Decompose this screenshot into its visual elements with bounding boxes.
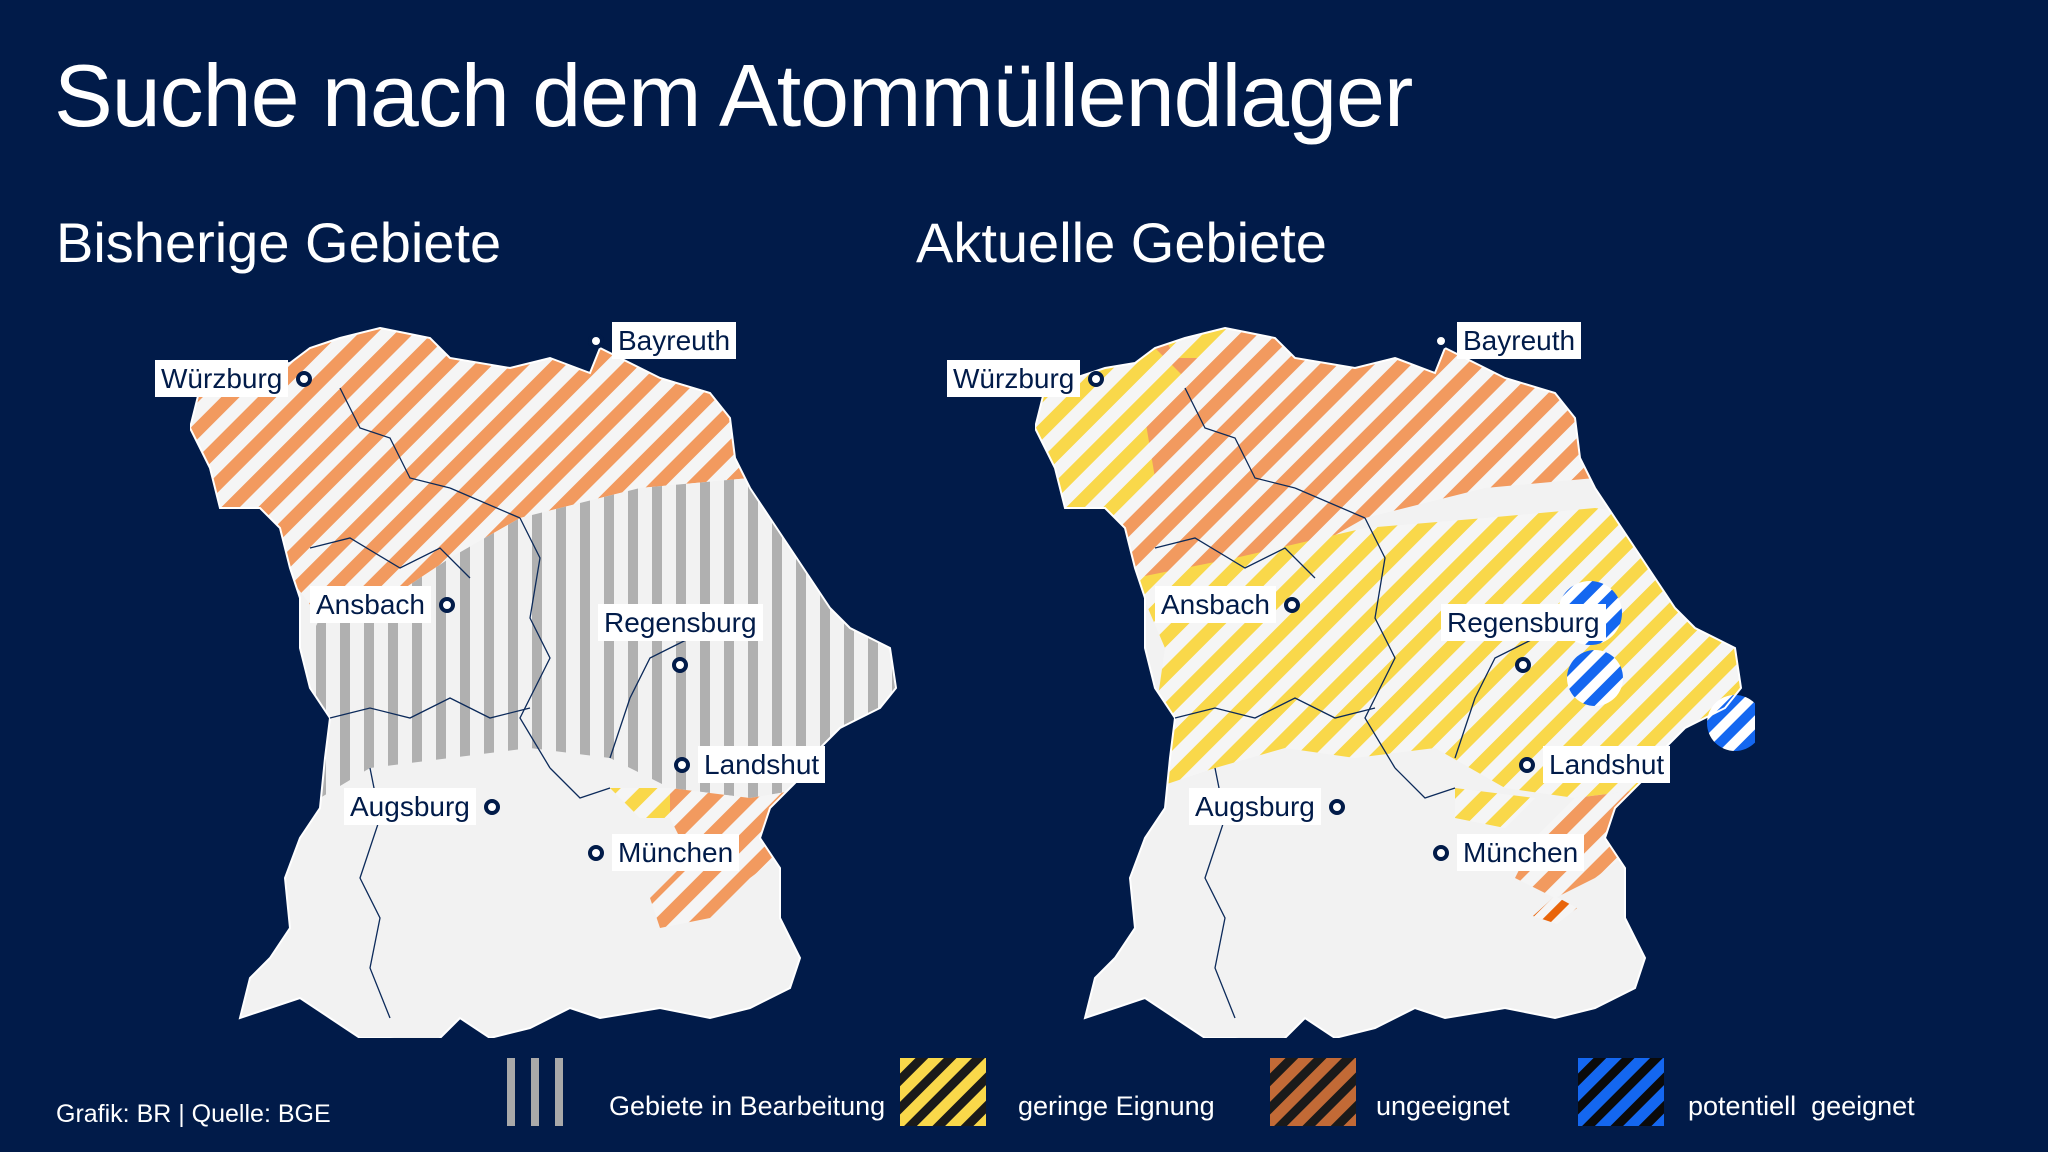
- city-landshut: Landshut: [1519, 746, 1671, 783]
- city-marker: [1515, 657, 1532, 673]
- city-label: Würzburg: [947, 360, 1081, 397]
- city-muenchen: München: [1433, 834, 1585, 871]
- city-landshut: Landshut: [674, 746, 826, 783]
- legend-label: potentiell geeignet: [1688, 1091, 1915, 1121]
- right-map-heading: Aktuelle Gebiete: [916, 211, 1327, 274]
- city-label: München: [1457, 834, 1585, 871]
- low-suitability-area-central: [1125, 508, 1741, 798]
- legend-label: ungeeignet: [1376, 1091, 1510, 1121]
- city-marker: [296, 370, 313, 387]
- city-wuerzburg: Würzburg: [155, 360, 313, 397]
- in-progress-area: [280, 478, 896, 798]
- city-augsburg: Augsburg: [1189, 788, 1345, 825]
- legend-label: Gebiete in Bearbeitung: [609, 1091, 886, 1121]
- map-current-areas: Würzburg Bayreuth Ansbach Regensburg Lan…: [947, 318, 1763, 1050]
- city-regensburg: Regensburg: [598, 604, 763, 673]
- city-label: Würzburg: [155, 360, 289, 397]
- bavaria-map-current: [1033, 326, 1763, 1050]
- city-marker: [1088, 370, 1105, 387]
- bavaria-outline: [188, 326, 898, 1050]
- legend-label: geringe Eignung: [1018, 1091, 1215, 1121]
- city-marker: [438, 596, 455, 613]
- in-progress-swatch: [507, 1058, 563, 1126]
- city-label: Ansbach: [1155, 586, 1276, 623]
- page-title: Suche nach dem Atommüllendlager: [54, 46, 1413, 145]
- city-marker: [588, 332, 604, 349]
- left-map-heading: Bisherige Gebiete: [56, 211, 502, 274]
- city-augsburg: Augsburg: [344, 788, 500, 825]
- city-bayreuth: Bayreuth: [1433, 322, 1582, 359]
- city-label: Augsburg: [344, 788, 476, 825]
- legend-potentially-suitable: potentiell geeignet: [1578, 1058, 1915, 1126]
- city-label: Bayreuth: [612, 322, 737, 359]
- low-suitability-swatch: [900, 1058, 986, 1126]
- city-marker: [1433, 332, 1449, 349]
- city-marker: [1519, 756, 1535, 773]
- legend-unsuitable: ungeeignet: [1270, 1058, 1510, 1126]
- potentially-suitable-swatch: [1578, 1058, 1664, 1126]
- source-credit: Grafik: BR | Quelle: BGE: [56, 1100, 331, 1128]
- city-marker: [1328, 798, 1345, 815]
- low-suitability-area-north: [1155, 328, 1235, 358]
- bavaria-map-previous: [188, 326, 898, 1050]
- city-label: Bayreuth: [1457, 322, 1582, 359]
- unsuitable-swatch: [1270, 1058, 1356, 1126]
- city-wuerzburg: Würzburg: [947, 360, 1105, 397]
- city-marker: [674, 756, 690, 773]
- city-label: Augsburg: [1189, 788, 1321, 825]
- city-label: Regensburg: [1441, 604, 1606, 641]
- legend-low-suitability: geringe Eignung: [900, 1058, 1215, 1126]
- city-ansbach: Ansbach: [1155, 586, 1300, 623]
- city-marker: [672, 657, 689, 673]
- city-marker: [1283, 596, 1300, 613]
- city-label: Landshut: [698, 746, 826, 783]
- potentially-suitable-area-2: [1567, 650, 1623, 706]
- city-bayreuth: Bayreuth: [588, 322, 737, 359]
- bavaria-outline: [1033, 326, 1743, 1050]
- low-suitability-area-small: [1455, 788, 1535, 828]
- map-previous-areas: Würzburg Bayreuth Ansbach Regensburg Lan…: [155, 318, 910, 1050]
- city-regensburg: Regensburg: [1441, 604, 1606, 673]
- city-muenchen: München: [588, 834, 740, 871]
- city-marker: [483, 798, 500, 815]
- district-borders: [1154, 387, 1536, 1019]
- legend-in-progress: Gebiete in Bearbeitung: [505, 1058, 885, 1126]
- city-ansbach: Ansbach: [310, 586, 455, 623]
- city-label: Landshut: [1543, 746, 1671, 783]
- city-label: München: [612, 834, 740, 871]
- unsuitable-area-small-south: [1533, 896, 1577, 924]
- city-label: Regensburg: [598, 604, 763, 641]
- city-label: Ansbach: [310, 586, 431, 623]
- city-marker: [588, 844, 604, 861]
- city-marker: [1433, 844, 1449, 861]
